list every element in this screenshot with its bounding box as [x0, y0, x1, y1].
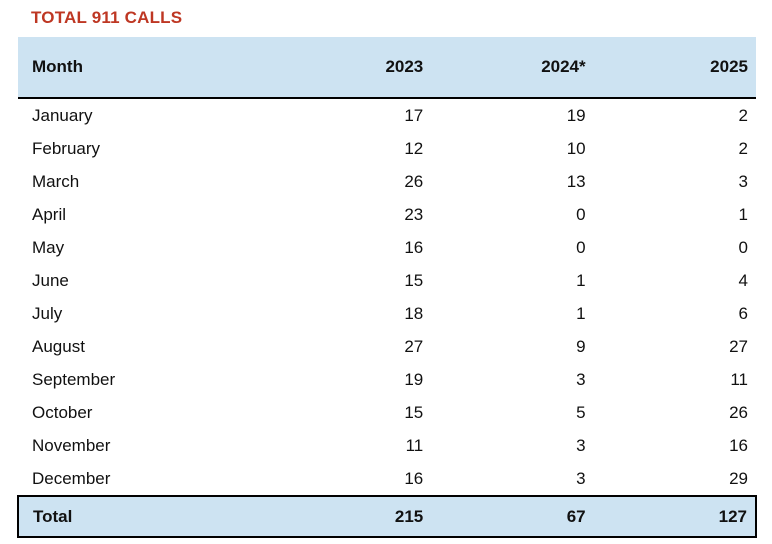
value-cell: 0: [431, 231, 594, 264]
month-cell: August: [18, 330, 269, 363]
total-row: Total 215 67 127: [17, 495, 758, 538]
month-cell: March: [18, 165, 269, 198]
value-cell: 11: [593, 363, 756, 396]
value-cell: 18: [268, 297, 432, 330]
table-title: TOTAL 911 CALLS: [31, 8, 183, 27]
month-cell: October: [18, 396, 269, 429]
value-cell: 16: [268, 462, 432, 496]
value-cell: 2: [593, 132, 756, 165]
value-cell: 0: [431, 198, 594, 231]
value-cell: 16: [593, 429, 756, 462]
value-cell: 1: [593, 198, 756, 231]
total-2024: 67: [431, 495, 594, 538]
calls-table: Month 2023 2024* 2025 January 17 19 2 Februa…: [17, 37, 758, 538]
table-row: June 15 1 4: [18, 264, 756, 297]
month-cell: January: [18, 98, 269, 132]
column-header-2024: 2024*: [431, 37, 594, 99]
table-row: December 16 3 29: [18, 462, 756, 496]
month-cell: June: [18, 264, 269, 297]
value-cell: 17: [268, 98, 432, 132]
value-cell: 12: [268, 132, 432, 165]
table-row: October 15 5 26: [18, 396, 756, 429]
value-cell: 27: [593, 330, 756, 363]
month-cell: September: [18, 363, 269, 396]
value-cell: 26: [593, 396, 756, 429]
value-cell: 9: [431, 330, 594, 363]
value-cell: 5: [431, 396, 594, 429]
column-header-month: Month: [18, 37, 269, 99]
column-header-2025: 2025: [593, 37, 756, 99]
value-cell: 26: [268, 165, 432, 198]
value-cell: 15: [268, 264, 432, 297]
table-row: November 11 3 16: [18, 429, 756, 462]
header-row: Month 2023 2024* 2025: [18, 37, 756, 99]
value-cell: 1: [431, 297, 594, 330]
table-row: February 12 10 2: [18, 132, 756, 165]
value-cell: 16: [268, 231, 432, 264]
month-cell: February: [18, 132, 269, 165]
total-2025: 127: [593, 495, 758, 538]
value-cell: 27: [268, 330, 432, 363]
table-row: April 23 0 1: [18, 198, 756, 231]
value-cell: 13: [431, 165, 594, 198]
value-cell: 3: [431, 363, 594, 396]
table-header: Month 2023 2024* 2025: [18, 37, 756, 99]
value-cell: 10: [431, 132, 594, 165]
month-cell: November: [18, 429, 269, 462]
month-cell: July: [18, 297, 269, 330]
table-row: August 27 9 27: [18, 330, 756, 363]
table-body: January 17 19 2 February 12 10 2 March 26 13 3 April…: [18, 98, 756, 496]
table-footer: Total 215 67 127: [17, 495, 758, 538]
value-cell: 23: [268, 198, 432, 231]
value-cell: 3: [593, 165, 756, 198]
month-cell: May: [18, 231, 269, 264]
column-header-2023: 2023: [268, 37, 432, 99]
value-cell: 19: [431, 98, 594, 132]
value-cell: 0: [593, 231, 756, 264]
table-row: July 18 1 6: [18, 297, 756, 330]
value-cell: 15: [268, 396, 432, 429]
value-cell: 6: [593, 297, 756, 330]
month-cell: December: [18, 462, 269, 496]
table-row: September 19 3 11: [18, 363, 756, 396]
total-2023: 215: [268, 495, 432, 538]
value-cell: 4: [593, 264, 756, 297]
value-cell: 29: [593, 462, 756, 496]
value-cell: 11: [268, 429, 432, 462]
table-row: May 16 0 0: [18, 231, 756, 264]
value-cell: 3: [431, 429, 594, 462]
table-row: January 17 19 2: [18, 98, 756, 132]
month-cell: April: [18, 198, 269, 231]
table-row: March 26 13 3: [18, 165, 756, 198]
value-cell: 1: [431, 264, 594, 297]
total-label: Total: [17, 495, 269, 538]
value-cell: 2: [593, 98, 756, 132]
value-cell: 3: [431, 462, 594, 496]
value-cell: 19: [268, 363, 432, 396]
